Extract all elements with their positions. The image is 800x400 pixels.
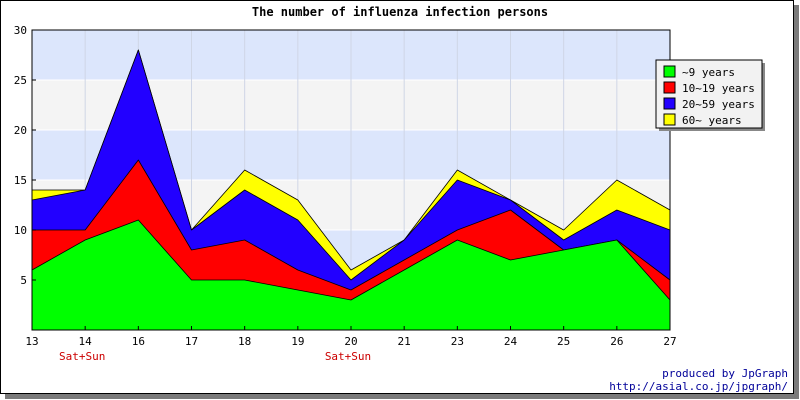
y-tick-label: 10: [14, 224, 27, 237]
chart-title: The number of influenza infection person…: [252, 5, 548, 19]
x-tick-label: 27: [663, 335, 676, 348]
series-areas: [31, 49, 671, 331]
legend-swatch: [663, 81, 676, 94]
legend-swatch: [663, 113, 676, 126]
y-tick-label: 30: [14, 24, 27, 37]
x-tick-label: 19: [291, 335, 304, 348]
y-tick-label: 20: [14, 124, 27, 137]
y-tick-label: 5: [20, 274, 27, 287]
legend-swatch: [663, 97, 676, 110]
x-annotation-label: Sat+Sun: [59, 350, 105, 363]
legend-label: 10~19 years: [682, 82, 755, 95]
y-tick-label: 25: [14, 74, 27, 87]
x-annotation-label: Sat+Sun: [325, 350, 371, 363]
x-tick-label: 20: [344, 335, 357, 348]
legend-swatch: [663, 65, 676, 78]
legend-label: 20~59 years: [682, 98, 755, 111]
x-tick-label: 14: [79, 335, 93, 348]
credit-line-1: produced by JpGraph: [662, 367, 788, 380]
y-tick-label: 15: [14, 174, 27, 187]
x-tick-label: 23: [451, 335, 464, 348]
axes: 5 10 15 20 25 30 13 14 16 17 18 19 20 21 23 24 25 26 27 Sat…: [14, 24, 677, 363]
x-tick-label: 18: [238, 335, 251, 348]
x-tick-label: 24: [504, 335, 518, 348]
x-tick-label: 17: [185, 335, 198, 348]
area-series--9-years: [31, 219, 671, 331]
credit-line-2: http://asial.co.jp/jpgraph/: [609, 380, 788, 393]
legend: ~9 years 10~19 years 20~59 years 60~ years: [655, 59, 765, 131]
x-tick-label: 25: [557, 335, 570, 348]
x-tick-label: 13: [25, 335, 38, 348]
legend-label: ~9 years: [682, 66, 735, 79]
legend-label: 60~ years: [682, 114, 742, 127]
x-tick-label: 21: [398, 335, 411, 348]
x-tick-label: 16: [132, 335, 145, 348]
x-tick-label: 26: [610, 335, 623, 348]
